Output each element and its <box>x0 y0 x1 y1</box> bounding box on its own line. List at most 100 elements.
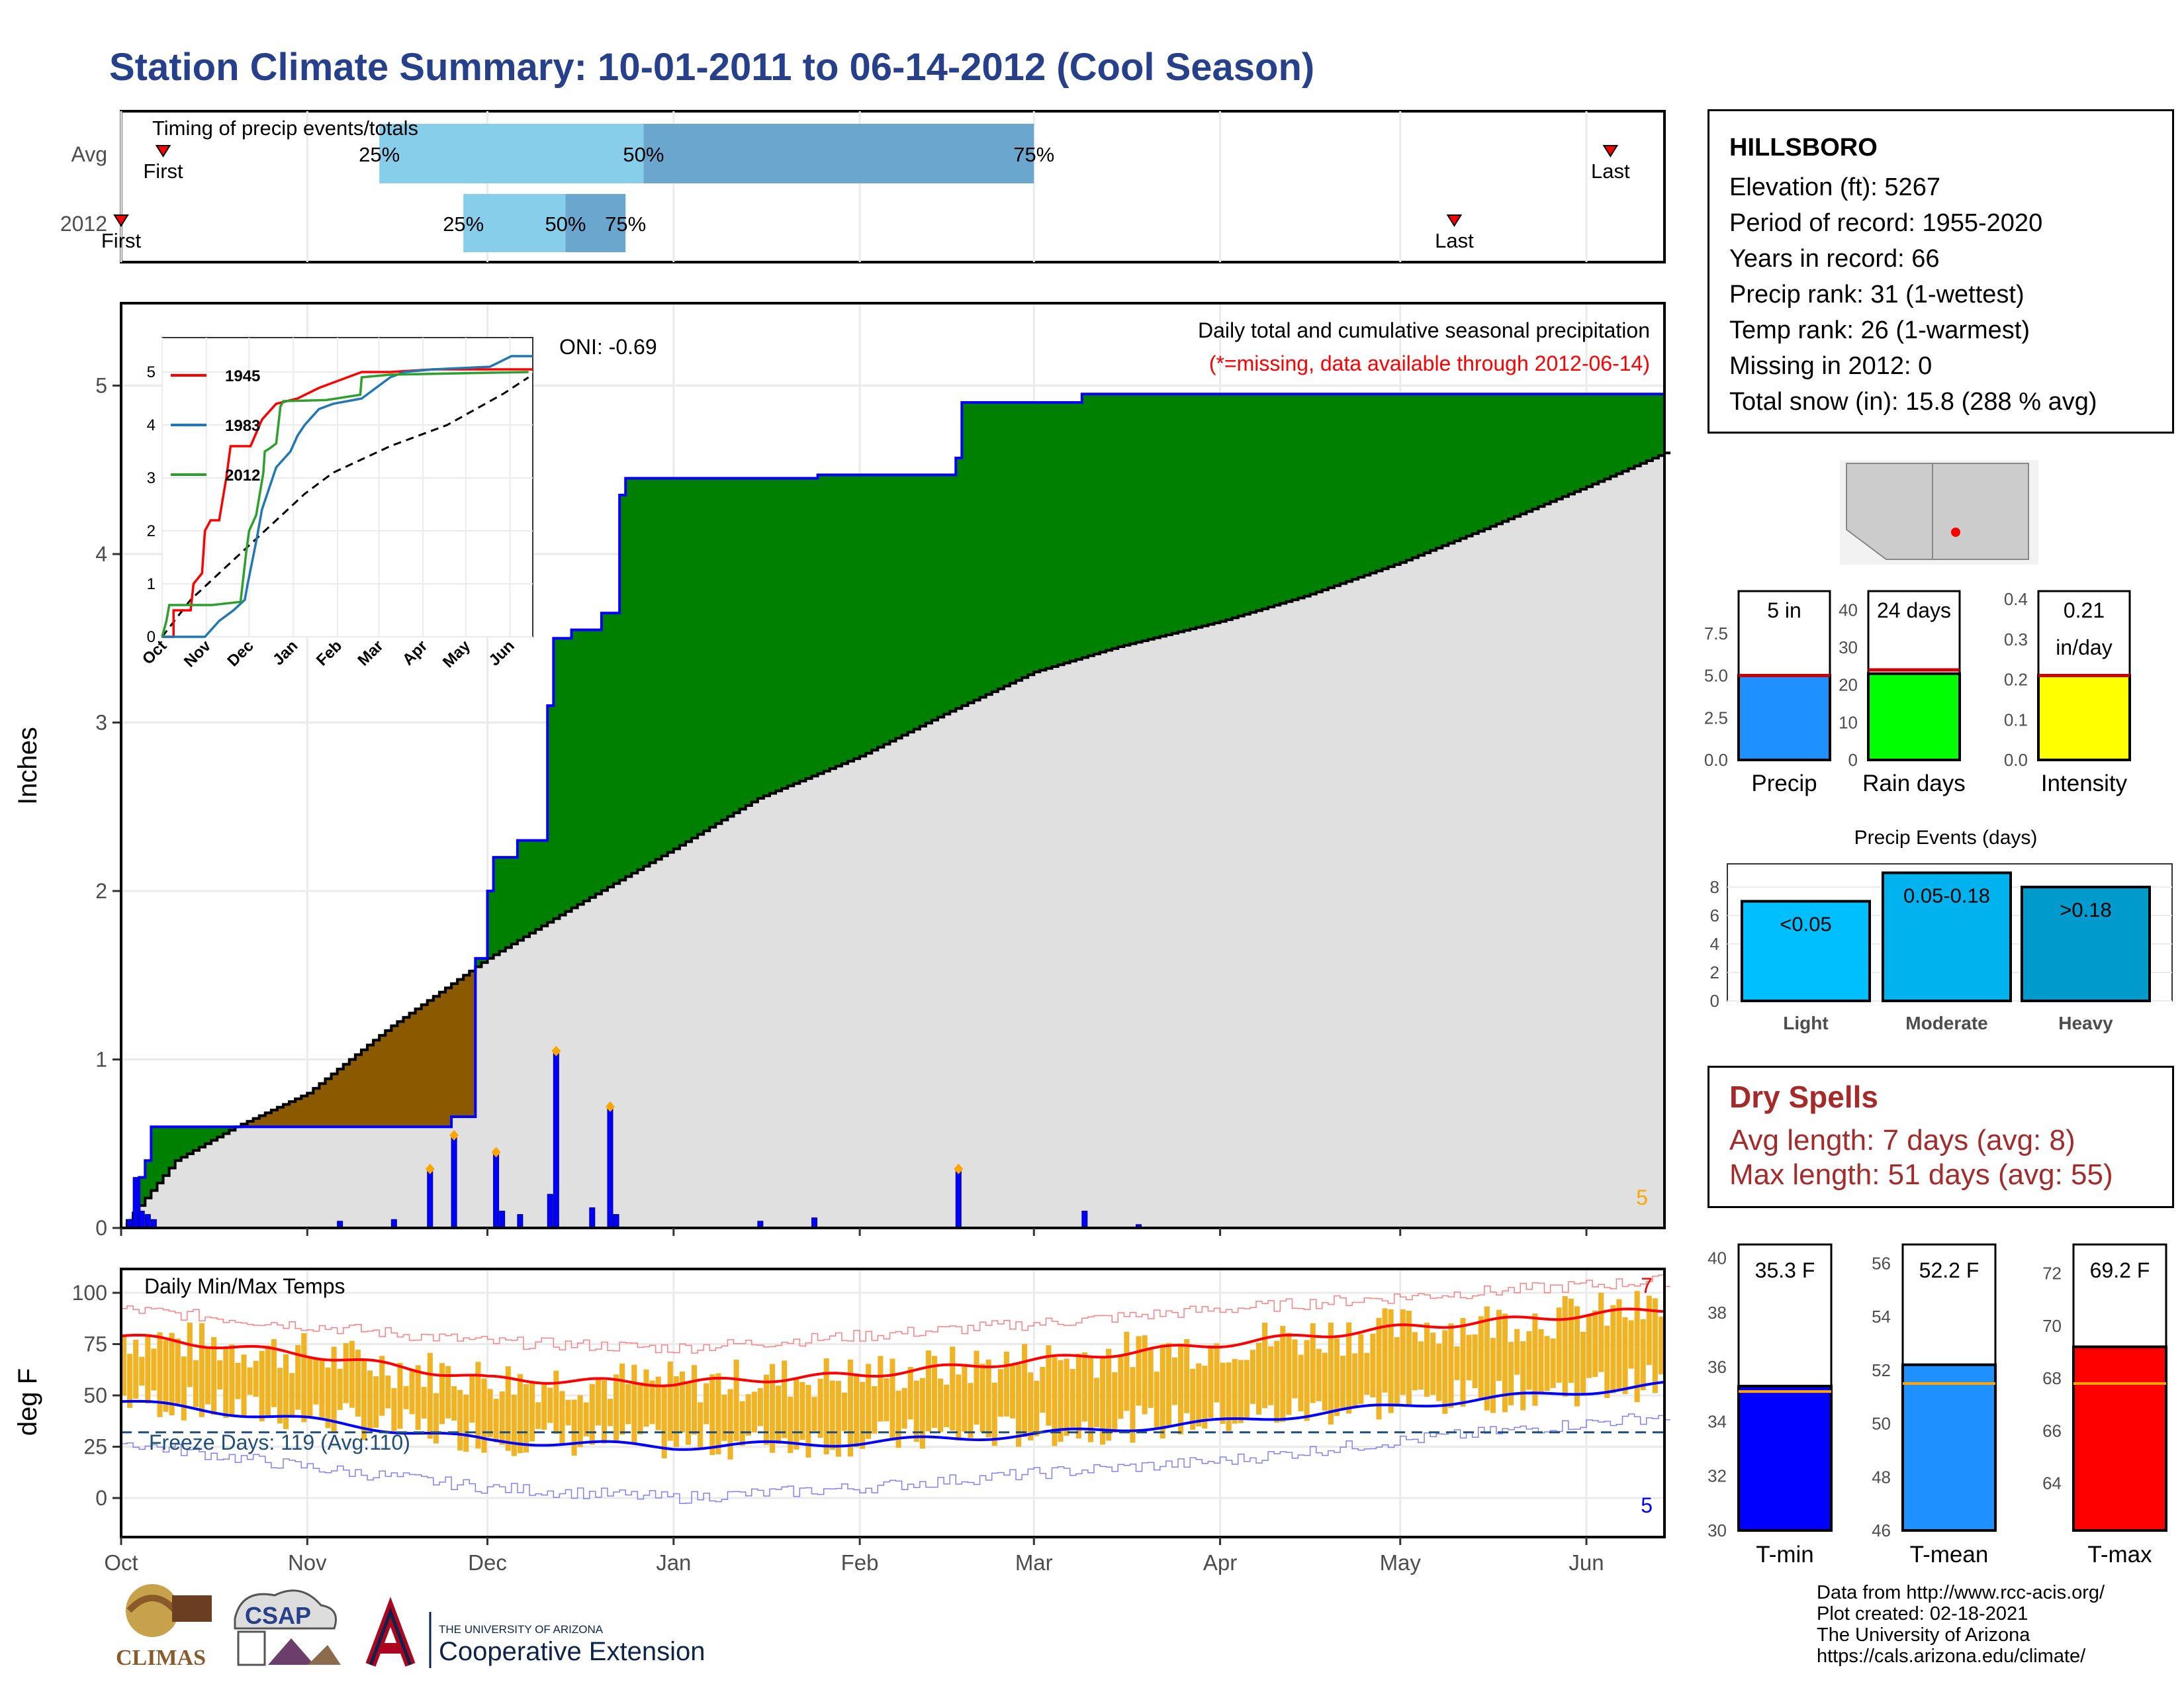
daily-temp-bar <box>1009 1364 1016 1419</box>
temp-bar-tick: 46 <box>1872 1521 1891 1540</box>
diff-fill <box>823 475 831 771</box>
diff-fill <box>733 478 741 813</box>
daily-temp-bar <box>625 1383 631 1425</box>
daily-temp-bar <box>409 1370 415 1415</box>
daily-temp-bar <box>253 1360 259 1397</box>
daily-temp-bar <box>1028 1372 1034 1441</box>
station-line: Missing in 2012: 0 <box>1729 352 1933 380</box>
diff-fill <box>157 1127 164 1184</box>
daily-temp-bar <box>829 1380 835 1450</box>
diff-fill <box>1262 394 1269 609</box>
record-max-line <box>121 1274 1671 1354</box>
diff-fill <box>631 478 638 874</box>
daily-temp-bar <box>962 1364 968 1432</box>
daily-temp-bar <box>1412 1332 1418 1391</box>
daily-temp-bar <box>577 1395 583 1448</box>
mini-bar-tick: 20 <box>1839 675 1858 695</box>
daily-temp-bar <box>463 1394 469 1452</box>
diff-fill <box>367 1045 374 1127</box>
inset-legend-label: 1983 <box>225 417 260 435</box>
diff-fill <box>1526 394 1533 512</box>
diff-fill <box>247 1121 254 1127</box>
temp-bar-tick: 32 <box>1707 1466 1727 1486</box>
diff-fill <box>1400 394 1407 563</box>
timing-pct-label: 25% <box>359 143 400 166</box>
daily-temp-bar <box>709 1374 715 1456</box>
temp-bar-tick: 48 <box>1872 1467 1891 1487</box>
diff-fill <box>1652 394 1659 459</box>
daily-temp-bar <box>199 1323 205 1417</box>
oni-label: ONI: -0.69 <box>559 335 657 359</box>
daily-temp-bar <box>763 1374 769 1445</box>
diff-fill <box>385 1030 392 1127</box>
daily-temp-bar <box>1310 1323 1316 1403</box>
daily-temp-bar <box>1598 1292 1604 1372</box>
daily-temp-bar <box>1106 1348 1112 1441</box>
temps-ylabel: deg F <box>13 1368 42 1436</box>
daily-temp-bar <box>1268 1346 1274 1405</box>
inset-series-line <box>162 368 533 638</box>
y-tick-label: 5 <box>95 374 107 398</box>
daily-temp-bar <box>1292 1339 1298 1399</box>
temp-bar-label: T-mean <box>1910 1542 1989 1568</box>
daily-temp-bar <box>1466 1335 1472 1381</box>
diff-fill <box>1196 394 1203 628</box>
daily-temp-bar <box>1334 1338 1340 1417</box>
diff-fill <box>614 613 620 884</box>
timing-pct-label: 75% <box>1013 143 1054 166</box>
daily-temp-bar <box>1472 1334 1478 1389</box>
timing-marker <box>1446 214 1463 227</box>
diff-fill <box>493 857 500 955</box>
precip-ylabel: Inches <box>13 727 42 805</box>
mini-bar-tick: 0.0 <box>2004 750 2028 770</box>
events-category: Light <box>1783 1013 1828 1033</box>
diff-fill <box>505 857 512 948</box>
diff-fill <box>956 457 962 709</box>
diff-fill <box>403 1017 410 1127</box>
diff-fill <box>1346 394 1353 582</box>
diff-fill <box>794 478 800 784</box>
daily-temp-bar <box>895 1390 901 1448</box>
daily-temp-bar <box>337 1368 343 1410</box>
diff-fill <box>805 478 813 779</box>
diff-fill <box>991 402 999 692</box>
daily-temp-bar <box>1220 1362 1226 1424</box>
diff-fill <box>391 1025 398 1127</box>
station-line: Years in record: 66 <box>1729 245 1940 273</box>
x-tick-label: Oct <box>104 1550 138 1575</box>
diff-fill <box>1640 394 1647 463</box>
diff-fill <box>397 1021 404 1127</box>
daily-temp-bar <box>319 1358 325 1421</box>
coop-text: Cooperative Extension <box>439 1637 705 1666</box>
diff-fill <box>1016 402 1023 680</box>
daily-temp-bar <box>1382 1308 1388 1393</box>
diff-fill <box>1532 394 1539 509</box>
daily-temp-bar <box>1424 1323 1430 1397</box>
precip-panel: 0 1 2 3 4 5 Daily total and cumulative seasona… <box>13 302 1671 1240</box>
diff-fill <box>379 1035 386 1127</box>
daily-temp-bar <box>631 1364 637 1445</box>
diff-fill <box>1466 394 1473 536</box>
daily-temp-bar <box>974 1350 979 1425</box>
daily-temp-bar <box>1081 1352 1087 1422</box>
daily-temp-bar <box>217 1360 223 1390</box>
diff-fill <box>974 402 981 700</box>
daily-temp-bar <box>1502 1313 1508 1413</box>
daily-temp-bar <box>938 1378 944 1432</box>
temp-bar-chart: 46 48 50 52 54 56 52.2 F T-mean <box>1872 1243 1997 1568</box>
daily-temp-bar <box>751 1391 757 1432</box>
precip-frame <box>120 302 1666 1229</box>
daily-temp-bar <box>1016 1364 1022 1447</box>
inset-y-tick-label: 4 <box>147 416 156 434</box>
diff-fill <box>1052 402 1059 667</box>
diff-fill <box>259 1115 266 1127</box>
temp-bar-value: 69.2 F <box>2090 1258 2150 1282</box>
timing-marker-label: First <box>101 229 142 252</box>
avg-min-line <box>120 1380 1665 1451</box>
inset-y-tick-label: 1 <box>147 575 156 593</box>
daily-temp-bar <box>1538 1329 1544 1393</box>
y-tick-label: 50 <box>83 1383 107 1407</box>
csap-logo: CSAP <box>234 1589 341 1666</box>
mini-bar-tick: 0.4 <box>2004 589 2028 609</box>
daily-temp-bar <box>121 1336 127 1396</box>
